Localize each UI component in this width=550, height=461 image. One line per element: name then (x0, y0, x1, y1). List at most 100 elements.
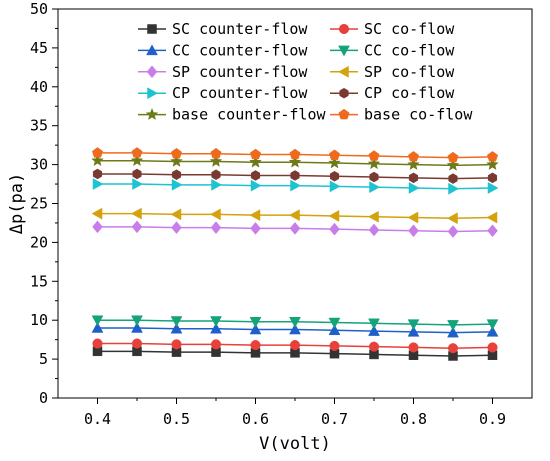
legend-label: CC co-flow (364, 41, 455, 59)
y-tick-label: 5 (39, 350, 48, 368)
y-tick-label: 20 (30, 233, 48, 251)
data-point (368, 223, 380, 237)
data-point (289, 222, 301, 235)
data-point (91, 321, 104, 333)
data-point (487, 172, 498, 184)
legend-marker (338, 23, 350, 35)
legend-marker (146, 65, 158, 79)
data-point (249, 209, 261, 222)
data-point (91, 147, 104, 158)
x-tick-label: 0.9 (479, 410, 506, 428)
data-point (92, 220, 103, 234)
data-point (289, 340, 301, 351)
legend-label: CP counter-flow (172, 84, 308, 102)
data-point (487, 224, 498, 238)
data-point (448, 182, 460, 195)
legend-label: SP co-flow (364, 63, 455, 81)
x-tick-label: 0.7 (321, 410, 348, 428)
data-point (408, 182, 420, 194)
data-point (446, 158, 460, 171)
data-point (250, 179, 262, 192)
data-point (170, 316, 183, 327)
data-point (328, 317, 341, 329)
legend-item: CP counter-flow (138, 84, 308, 102)
data-point (407, 151, 420, 162)
y-tick-label: 10 (30, 311, 48, 329)
legend-label: SC co-flow (364, 20, 455, 38)
data-point (130, 154, 144, 167)
legend-item: CP co-flow (330, 84, 455, 102)
data-point (368, 325, 380, 336)
data-point (92, 338, 103, 349)
data-point (210, 147, 222, 159)
legend-label: CC counter-flow (172, 41, 308, 59)
legend-item: SC co-flow (330, 20, 455, 38)
data-point (132, 168, 142, 180)
data-point (250, 170, 261, 181)
data-point (447, 343, 459, 354)
data-point (329, 340, 340, 351)
data-point (249, 317, 262, 328)
y-axis-label: Δp(pa) (7, 173, 27, 234)
data-point (91, 207, 103, 220)
data-point (487, 182, 499, 194)
series-2 (91, 321, 499, 338)
legend-marker (145, 107, 159, 121)
data-point (249, 148, 262, 160)
data-point (211, 178, 223, 191)
legend-label: SC counter-flow (172, 20, 308, 38)
data-point (447, 320, 459, 331)
y-tick-label: 45 (30, 39, 48, 57)
data-point (131, 220, 143, 234)
data-point (486, 151, 499, 162)
data-point (408, 224, 419, 238)
x-axis-label: V(volt) (259, 434, 331, 454)
data-point (408, 172, 419, 184)
data-point (367, 210, 379, 223)
data-point (368, 341, 380, 352)
data-point (171, 178, 183, 191)
series-1 (92, 338, 498, 354)
x-tick-label: 0.4 (84, 410, 111, 428)
data-point (210, 221, 222, 235)
data-point (91, 154, 104, 167)
data-point (486, 319, 499, 331)
data-point (367, 157, 381, 170)
data-point (407, 157, 420, 171)
data-point (170, 322, 183, 334)
legend-marker (338, 45, 350, 57)
data-point (407, 325, 420, 337)
data-point (368, 150, 380, 161)
data-point (91, 315, 104, 327)
data-point (487, 342, 498, 353)
legend-label: CP co-flow (364, 84, 455, 102)
legend: SC counter-flow SC co-flow CC counter-flow… (138, 20, 473, 124)
data-point (369, 181, 381, 194)
data-point (368, 318, 380, 330)
x-tick-label: 0.8 (400, 410, 427, 428)
data-point (249, 155, 262, 168)
legend-item: SC counter-flow (138, 20, 308, 38)
y-tick-label: 50 (30, 0, 48, 18)
legend-marker (147, 24, 157, 34)
data-point (131, 315, 143, 327)
data-point (289, 148, 301, 160)
data-point (210, 339, 222, 350)
data-point (171, 169, 182, 180)
data-point (209, 154, 223, 167)
series-0 (92, 346, 498, 361)
plot-marks (91, 147, 499, 361)
legend-marker (338, 108, 350, 120)
legend-label: base co-flow (364, 106, 473, 124)
data-point (92, 168, 103, 180)
data-point (210, 316, 222, 327)
data-point (210, 322, 222, 334)
y-tick-label: 35 (30, 117, 48, 135)
series-4 (92, 220, 498, 238)
data-point (171, 339, 182, 350)
data-point (288, 209, 300, 222)
data-point (250, 340, 261, 351)
series-9 (91, 147, 499, 163)
series-7 (92, 168, 498, 184)
